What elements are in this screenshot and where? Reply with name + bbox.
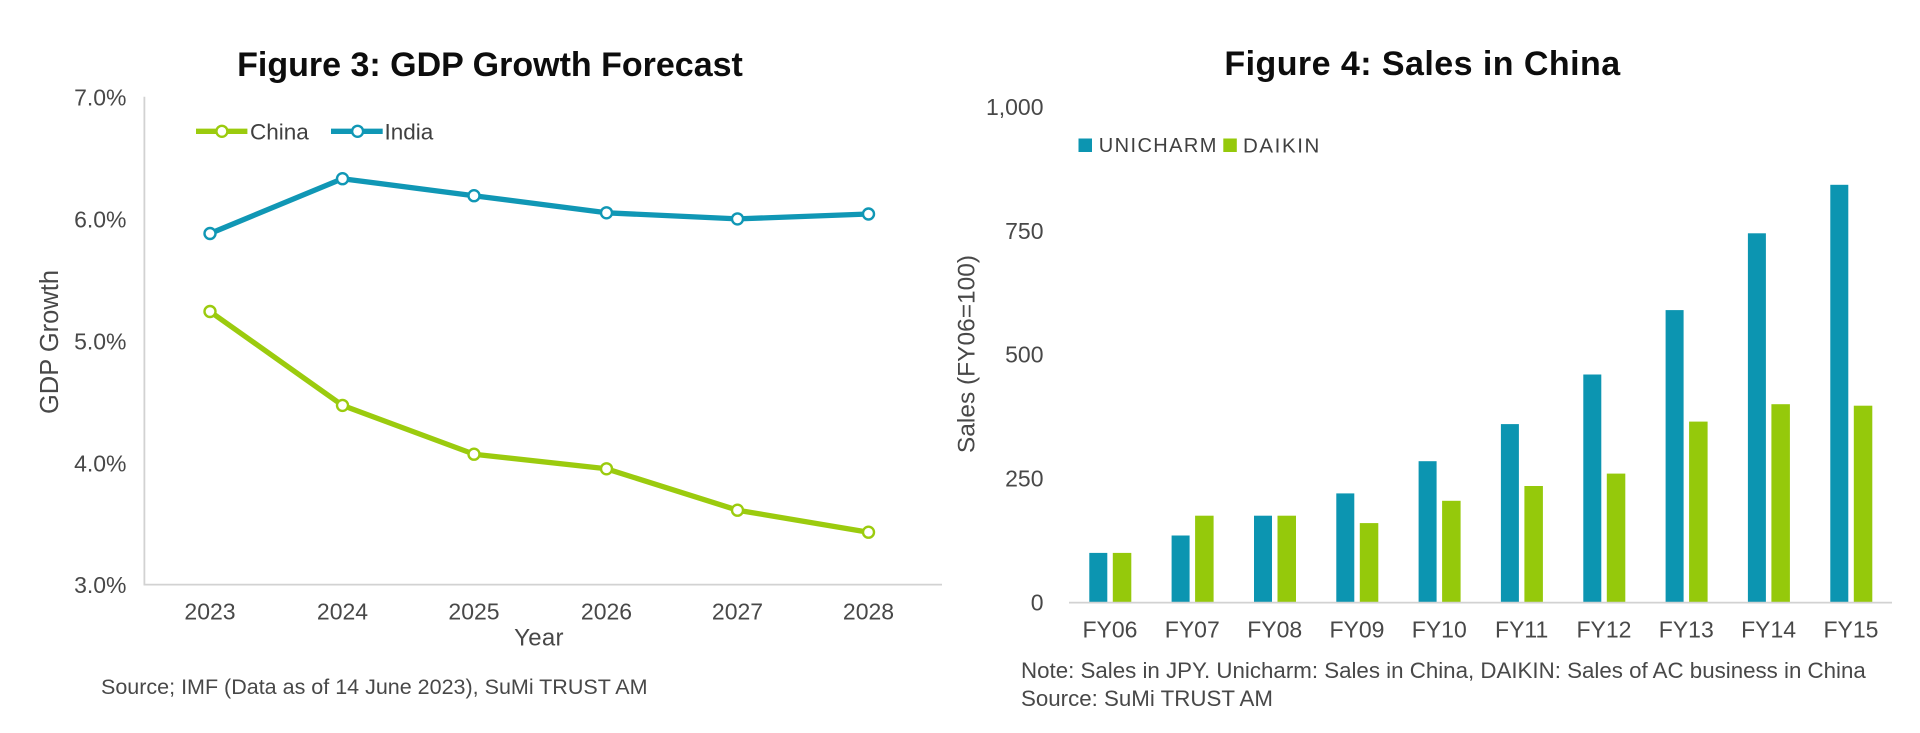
svg-text:2027: 2027 (712, 599, 763, 625)
svg-text:FY12: FY12 (1577, 617, 1632, 643)
svg-text:India: India (385, 120, 434, 145)
svg-text:2025: 2025 (448, 599, 499, 625)
svg-text:DAIKIN: DAIKIN (1243, 135, 1321, 158)
svg-text:2024: 2024 (317, 599, 368, 625)
svg-text:Source; IMF (Data as of 14 Jun: Source; IMF (Data as of 14 June 2023), S… (101, 675, 648, 699)
svg-text:Year: Year (514, 625, 564, 652)
svg-text:FY13: FY13 (1659, 617, 1714, 643)
svg-text:1,000: 1,000 (986, 94, 1044, 120)
svg-text:FY09: FY09 (1330, 617, 1385, 643)
svg-text:2028: 2028 (843, 599, 894, 625)
svg-text:FY11: FY11 (1495, 617, 1548, 643)
svg-text:250: 250 (1005, 466, 1043, 492)
svg-text:500: 500 (1005, 342, 1043, 368)
svg-text:FY10: FY10 (1412, 617, 1467, 643)
svg-text:4.0%: 4.0% (74, 450, 126, 476)
svg-text:7.0%: 7.0% (74, 85, 126, 111)
svg-text:FY15: FY15 (1824, 617, 1879, 643)
svg-text:FY06: FY06 (1083, 617, 1138, 643)
svg-text:GDP Growth: GDP Growth (36, 270, 64, 414)
svg-text:Figure 4: Sales in China: Figure 4: Sales in China (1224, 45, 1621, 83)
svg-text:Sales (FY06=100): Sales (FY06=100) (954, 255, 981, 453)
svg-text:Figure 3: GDP Growth Forecast: Figure 3: GDP Growth Forecast (237, 46, 743, 84)
svg-text:3.0%: 3.0% (74, 572, 126, 598)
svg-text:FY07: FY07 (1165, 617, 1220, 643)
svg-text:6.0%: 6.0% (74, 207, 126, 233)
svg-text:750: 750 (1005, 218, 1043, 244)
svg-text:2026: 2026 (581, 599, 632, 625)
svg-text:FY14: FY14 (1741, 617, 1796, 643)
svg-text:Note: Sales in JPY. Unicharm:: Note: Sales in JPY. Unicharm: Sales in C… (1021, 658, 1866, 683)
svg-text:5.0%: 5.0% (74, 328, 126, 354)
svg-text:China: China (250, 120, 309, 145)
svg-text:FY08: FY08 (1247, 617, 1302, 643)
svg-text:0: 0 (1031, 589, 1044, 615)
svg-text:UNICHARM: UNICHARM (1099, 135, 1218, 157)
svg-text:Source: SuMi TRUST AM: Source: SuMi TRUST AM (1021, 686, 1273, 711)
svg-text:2023: 2023 (184, 599, 235, 625)
